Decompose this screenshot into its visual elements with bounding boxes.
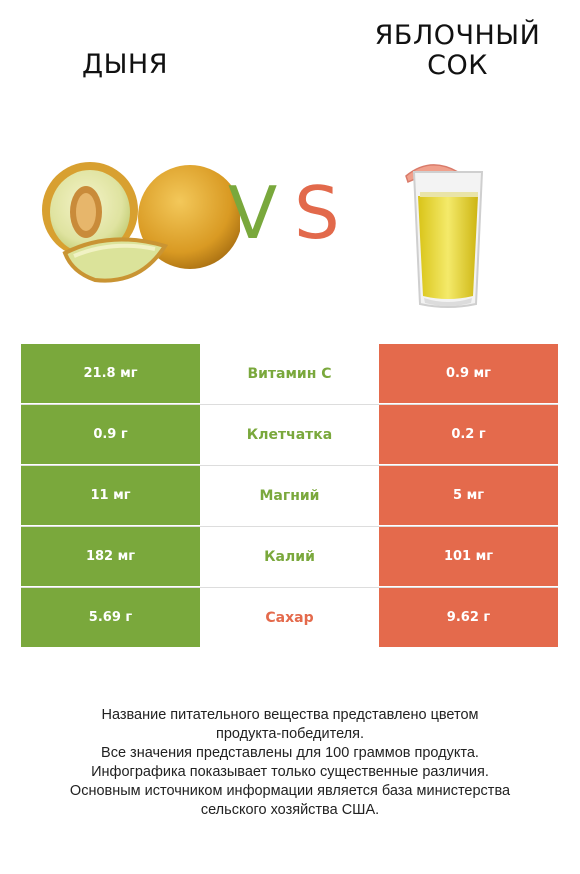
right-value-cell: 9.62 г [379,588,558,647]
left-value-cell: 21.8 мг [21,344,200,403]
table-row: 0.9 г Клетчатка 0.2 г [21,404,558,465]
table-row: 21.8 мг Витамин C 0.9 мг [21,344,558,404]
right-value-cell: 0.2 г [379,405,558,464]
nutrient-label: Сахар [200,588,379,647]
right-food-title: ЯБЛОЧНЫЙ СОК [374,20,541,81]
melon-image [42,162,240,283]
nutrient-label: Клетчатка [200,405,379,464]
vs-letter-v: V [228,171,278,255]
table-row: 5.69 г Сахар 9.62 г [21,587,558,648]
table-row: 11 мг Магний 5 мг [21,465,558,526]
left-value-cell: 0.9 г [21,405,200,464]
right-value-cell: 0.9 мг [379,344,558,403]
vs-letter-s: S [294,171,340,255]
right-value-cell: 101 мг [379,527,558,586]
left-value-cell: 11 мг [21,466,200,525]
nutrient-label: Калий [200,527,379,586]
table-row: 182 мг Калий 101 мг [21,526,558,587]
footnote-line: сельского хозяйства США. [200,802,380,818]
left-value-cell: 182 мг [21,527,200,586]
left-food-title: ДЫНЯ [82,49,168,80]
whole-melon [138,165,240,269]
footnote: Название питательного вещества представл… [20,706,560,820]
left-value-cell: 5.69 г [21,588,200,647]
footnote-line: Название питательного вещества представл… [101,707,479,723]
juice-fill [418,196,478,299]
footnote-line: продукта-победителя. [215,726,365,742]
nutrient-label: Витамин C [200,344,379,403]
footnote-line: Все значения представлены для 100 граммо… [101,745,479,761]
nutrient-label: Магний [200,466,379,525]
footnote-line: Инфографика показывает только существенн… [91,764,489,780]
right-value-cell: 5 мг [379,466,558,525]
footnote-line: Основным источником информации является … [69,783,511,799]
juice-glass-image [405,164,484,308]
comparison-table: 21.8 мг Витамин C 0.9 мг 0.9 г Клетчатка 0.2 … [21,344,558,648]
